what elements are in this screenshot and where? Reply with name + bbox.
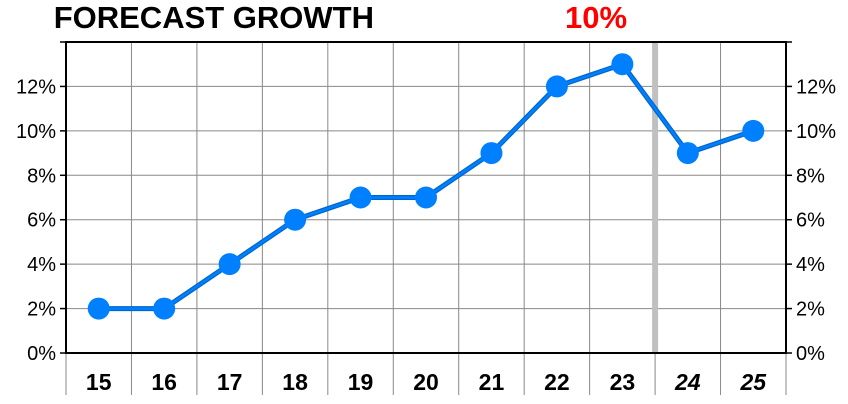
- label-layer: 0% 0% 2% 2% 4% 4% 6% 6% 8% 8% 10% 10% 12% 12% 15 16 17 18…: [16, 76, 836, 395]
- data-point: [480, 142, 503, 165]
- y-tick-label-right: 2%: [796, 299, 825, 321]
- y-tick-label-left: 6%: [27, 210, 56, 232]
- x-tick-label: 24: [674, 369, 701, 395]
- plot-frame: [65, 41, 787, 354]
- x-tick-label: 16: [151, 369, 177, 395]
- data-point: [87, 297, 110, 320]
- x-tick-label: 17: [217, 369, 243, 395]
- data-point: [611, 53, 634, 76]
- y-tick-label-right: 10%: [796, 121, 836, 143]
- chart-title: FORECAST GROWTH: [54, 0, 374, 35]
- x-tick-label: 23: [610, 369, 636, 395]
- grid-layer: [66, 42, 786, 354]
- x-tick-label: 20: [413, 369, 439, 395]
- y-tick-label-left: 2%: [27, 299, 56, 321]
- y-tick-label-right: 8%: [796, 165, 825, 187]
- data-point: [742, 119, 765, 142]
- x-tick-label: 18: [282, 369, 308, 395]
- x-tick-label: 15: [86, 369, 112, 395]
- x-tick-label: 21: [479, 369, 505, 395]
- y-tick-label-left: 10%: [16, 121, 56, 143]
- data-point: [153, 297, 176, 320]
- data-point: [218, 253, 241, 276]
- y-tick-label-right: 6%: [796, 210, 825, 232]
- chart-title-accent: 10%: [565, 0, 627, 35]
- y-tick-label-right: 4%: [796, 254, 825, 276]
- y-tick-label-left: 8%: [27, 165, 56, 187]
- data-point: [545, 75, 568, 98]
- data-point: [284, 208, 307, 231]
- axis-layer: [60, 41, 792, 395]
- y-tick-label-right: 12%: [796, 76, 836, 98]
- x-tick-label: 25: [739, 369, 767, 395]
- y-tick-label-left: 12%: [16, 76, 56, 98]
- x-tick-label: 22: [544, 369, 570, 395]
- forecast-divider: [652, 42, 659, 353]
- y-tick-label-left: 4%: [27, 254, 56, 276]
- data-point: [349, 186, 372, 209]
- y-tick-label-right: 0%: [796, 343, 825, 365]
- x-tick-label: 19: [348, 369, 374, 395]
- series-layer: [87, 53, 765, 320]
- data-point: [676, 142, 699, 165]
- y-tick-label-left: 0%: [27, 343, 56, 365]
- data-point: [415, 186, 437, 209]
